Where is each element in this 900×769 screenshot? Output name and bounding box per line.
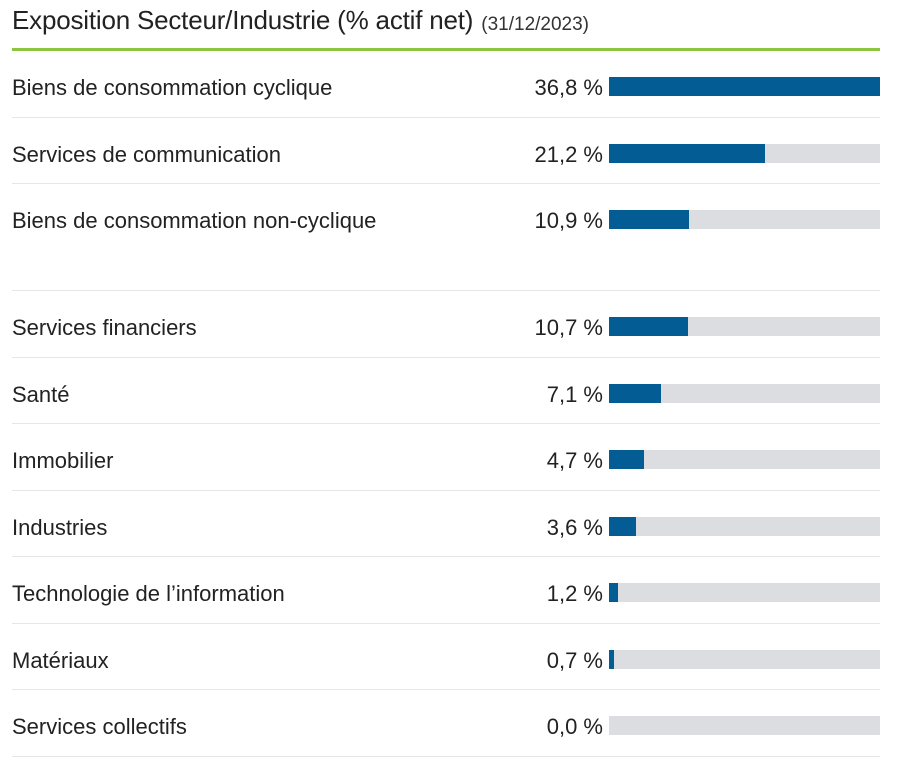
sector-label: Santé [12, 381, 70, 407]
sector-value: 0,0 % [546, 714, 603, 739]
sector-row: Biens de consommation non-cyclique 10,9 % [12, 184, 880, 291]
bar-fill [609, 77, 880, 96]
sector-value: 7,1 % [546, 381, 603, 407]
bar-track [609, 583, 880, 602]
bar-fill [609, 317, 688, 336]
sector-value: 4,7 % [546, 448, 603, 473]
sector-value: 1,2 % [546, 581, 603, 606]
sector-value: 0,7 % [546, 647, 603, 673]
bar-fill [609, 649, 615, 669]
bar-track [609, 143, 880, 163]
sector-value: 10,9 % [534, 208, 604, 233]
sector-value: 10,7 % [534, 315, 604, 340]
bar-track [609, 383, 880, 403]
bar-track [609, 516, 880, 536]
bar-track [609, 649, 880, 669]
sector-row: Industries 3,6 % [12, 491, 880, 557]
bar-fill [609, 583, 618, 602]
sector-label: Matériaux [12, 647, 109, 673]
bar-track [609, 450, 880, 469]
bar-fill [609, 516, 636, 536]
sector-label: Biens de consommation cyclique [12, 75, 333, 100]
bar-fill [609, 383, 662, 403]
sector-label: Services de communication [12, 141, 282, 167]
sector-label: Services financiers [12, 315, 197, 340]
sector-row: Technologie de l’information 1,2 % [12, 557, 880, 624]
bar-fill [609, 210, 690, 229]
sector-row: Matériaux 0,7 % [12, 624, 880, 690]
sector-value: 21,2 % [534, 141, 604, 167]
sector-row: Services collectifs 0,0 % [12, 690, 880, 757]
sector-label: Biens de consommation non-cyclique [12, 208, 377, 233]
as-of-date: (31/12/2023) [481, 14, 590, 35]
sector-value: 36,8 % [534, 75, 604, 100]
sector-row: Biens de consommation cyclique 36,8 % [12, 51, 880, 118]
widget-title: Exposition Secteur/Industrie (% actif ne… [12, 5, 474, 35]
bar-fill [609, 143, 766, 163]
sector-list: Biens de consommation cyclique 36,8 % Serv… [12, 51, 880, 757]
sector-label: Industries [12, 514, 108, 540]
sector-label: Technologie de l’information [12, 581, 285, 606]
sector-label: Immobilier [12, 448, 114, 473]
sector-label: Services collectifs [12, 714, 187, 739]
bar-fill [609, 450, 644, 469]
sector-row: Services financiers 10,7 % [12, 291, 880, 358]
widget-header: Exposition Secteur/Industrie (% actif ne… [12, 0, 880, 51]
bar-track [609, 210, 880, 229]
sector-row: Santé 7,1 % [12, 358, 880, 424]
bar-track [609, 317, 880, 336]
sector-row: Services de communication 21,2 % [12, 118, 880, 184]
sector-value: 3,6 % [546, 514, 603, 540]
bar-track [609, 716, 880, 735]
bar-track [609, 77, 880, 96]
sector-row: Immobilier 4,7 % [12, 424, 880, 491]
